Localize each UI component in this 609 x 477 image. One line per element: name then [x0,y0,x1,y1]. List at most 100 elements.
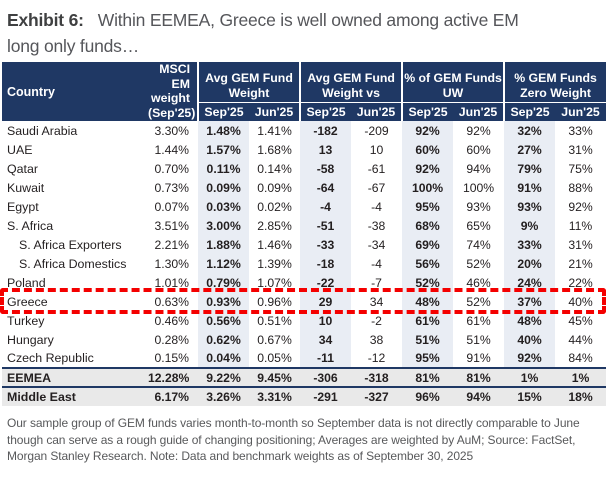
sep25-cell: 56% [402,254,454,273]
sep25-cell: -306 [300,368,352,387]
sep25-cell: 0.09% [198,178,249,197]
sep25-cell: 1.12% [198,254,249,273]
sep25-cell: 68% [402,216,454,235]
jun25-cell: -34 [367,237,386,252]
jun25-cell: 1.39% [257,256,292,271]
sep25-cell: -64 [300,178,352,197]
sep25-cell: 0.62% [198,330,249,349]
sep25-cell: 69% [402,235,454,254]
sep25-cell: 100% [402,178,454,197]
jun25-cell: 11% [568,218,593,233]
msci-weight-cell: 0.70% [154,161,189,176]
jun25-cell: -38 [367,218,386,233]
jun25-cell: -12 [367,351,386,365]
jun25-cell: 61% [466,313,491,328]
jun25-cell: 21% [568,256,593,271]
jun25-cell: 3.31% [249,387,301,406]
sep25-cell: -11 [300,349,352,368]
sep25-cell: 52% [402,273,454,292]
country-cell: Hungary [7,332,54,347]
msci-weight-cell: 1.44% [154,142,189,157]
country-cell: Egypt [7,199,39,214]
sep25-cell: -18 [300,254,352,273]
jun25-cell: -7 [371,275,382,290]
sep25-cell: 0.03% [198,197,249,216]
jun25-cell: 34 [369,294,384,309]
msci-weight-cell: 0.07% [154,199,189,214]
country-cell: Czech Republic [7,351,94,365]
sep25-cell: 3.00% [198,216,249,235]
table-row: S. Africa 3.51% 3.00% 2.85% -51 -38 68% 65% 9% 11… [2,216,606,235]
table-row: Egypt 0.07% 0.03% 0.02% -4 -4 95% 93% 93% 92% [2,197,606,216]
msci-weight-cell: 2.21% [154,237,189,252]
sep25-cell: 24% [504,273,556,292]
jun25-cell: 38 [369,332,384,347]
sep25-cell: 37% [504,292,556,311]
country-cell: Greece [7,294,48,309]
sep25-cell: -291 [300,387,352,406]
jun25-cell: -61 [367,161,386,176]
sep25-cell: 1.48% [198,121,249,140]
table-row: Poland 1.01% 0.79% 1.07% -22 -7 52% 46% 24% 22% [2,273,606,292]
sep25-cell: 93% [504,197,556,216]
column-group-pct-gem-funds-uw: % of GEM Funds UW [401,62,505,103]
sep25-cell: 1.88% [198,235,249,254]
sep25-cell: -51 [300,216,352,235]
table-row: S. Africa Domestics 1.30% 1.12% 1.39% -18 -4 5… [2,254,606,273]
jun25-cell: 52% [466,294,491,309]
source-note: Our sample group of GEM funds varies mon… [7,416,580,463]
jun25-cell: 0.96% [257,294,292,309]
table-row: Hungary 0.28% 0.62% 0.67% 34 38 51% 51% 40% 44% [2,330,606,349]
sep25-cell: 51% [402,330,454,349]
jun25-cell: 0.09% [257,180,292,195]
fund-weights-table: Country MSCI EM weight (Sep'25) Avg GEM … [2,62,607,406]
sep25-cell: 0.04% [198,349,249,368]
column-group-avg-gem-fund-weight: Avg GEM Fund Weight [196,62,301,103]
sep25-cell: -58 [300,159,352,178]
sep25-cell: 33% [504,235,556,254]
msci-weight-cell: 1.30% [154,256,189,271]
jun25-cell: -327 [351,387,403,406]
jun25-cell: -2 [371,313,382,328]
sep25-cell: 0.93% [198,292,249,311]
sep25-cell: 34 [300,330,352,349]
msci-weight-cell: 3.30% [154,123,189,138]
table-row: Czech Republic 0.15% 0.04% 0.05% -11 -12 95% 91… [2,349,606,368]
sep25-cell: -22 [300,273,352,292]
jun25-cell: 0.51% [257,313,292,328]
subheader-sep25: Sep'25 [299,103,352,121]
country-cell: UAE [7,142,33,157]
jun25-cell: 65% [466,218,491,233]
country-cell: S. Africa [7,218,54,233]
sep25-cell: 81% [402,368,454,387]
sep25-cell: 9.22% [198,368,249,387]
sep25-cell: 3.26% [198,387,249,406]
sep25-cell: 40% [504,330,556,349]
jun25-cell: -4 [371,256,382,271]
country-cell: Poland [7,275,46,290]
subheader-jun25: Jun'25 [453,103,505,121]
jun25-cell: 94% [466,161,491,176]
column-group-avg-gem-fund-weight-vs: Avg GEM Fund Weight vs [299,62,403,103]
jun25-cell: 44% [568,332,593,347]
sep25-cell: 92% [402,159,454,178]
sep25-cell: 1.57% [198,140,249,159]
table-row: S. Africa Exporters 2.21% 1.88% 1.46% -33 -34… [2,235,606,254]
jun25-cell: 45% [568,313,593,328]
subheader-row: Sep'25 Jun'25 Sep'25 Jun'25 Sep'25 Jun'2… [2,103,607,121]
sep25-cell: 9% [504,216,556,235]
msci-weight-cell: 6.17% [148,387,198,406]
jun25-cell: 1.46% [257,237,292,252]
jun25-cell: 31% [568,237,593,252]
msci-weight-cell: 0.63% [154,294,189,309]
sep25-cell: 61% [402,311,454,330]
sep25-cell: 20% [504,254,556,273]
sep25-cell: 0.56% [198,311,249,330]
subheader-sep25: Sep'25 [197,103,249,121]
sep25-cell: 1% [504,368,556,387]
jun25-cell: 0.67% [257,332,292,347]
jun25-cell: 1.41% [257,123,292,138]
subheader-sep25: Sep'25 [401,103,454,121]
jun25-cell: -209 [364,123,389,138]
jun25-cell: 74% [466,237,491,252]
